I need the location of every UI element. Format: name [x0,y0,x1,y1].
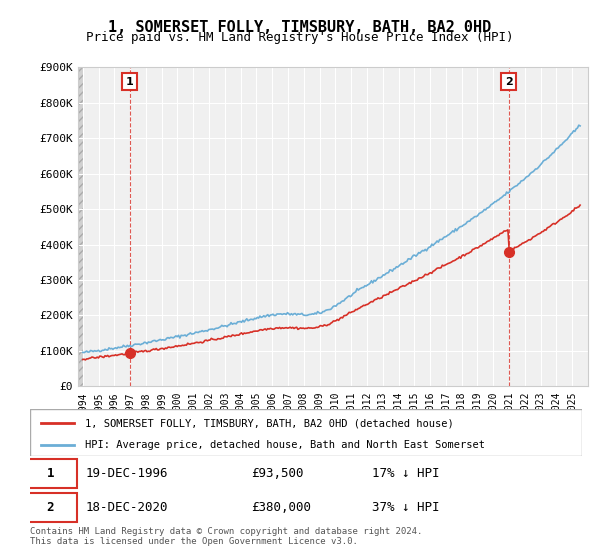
Text: 18-DEC-2020: 18-DEC-2020 [85,501,168,514]
FancyBboxPatch shape [30,409,582,456]
Text: 1, SOMERSET FOLLY, TIMSBURY, BATH, BA2 0HD (detached house): 1, SOMERSET FOLLY, TIMSBURY, BATH, BA2 0… [85,418,454,428]
Text: 1: 1 [47,466,54,479]
Text: 17% ↓ HPI: 17% ↓ HPI [372,466,440,479]
Text: 37% ↓ HPI: 37% ↓ HPI [372,501,440,514]
Text: Contains HM Land Registry data © Crown copyright and database right 2024.
This d: Contains HM Land Registry data © Crown c… [30,526,422,546]
Text: HPI: Average price, detached house, Bath and North East Somerset: HPI: Average price, detached house, Bath… [85,440,485,450]
Text: £93,500: £93,500 [251,466,304,479]
Text: 2: 2 [505,77,512,87]
Text: 2: 2 [47,501,54,514]
FancyBboxPatch shape [25,459,77,488]
FancyBboxPatch shape [25,493,77,522]
Text: Price paid vs. HM Land Registry's House Price Index (HPI): Price paid vs. HM Land Registry's House … [86,31,514,44]
Text: 19-DEC-1996: 19-DEC-1996 [85,466,168,479]
Text: 1, SOMERSET FOLLY, TIMSBURY, BATH, BA2 0HD: 1, SOMERSET FOLLY, TIMSBURY, BATH, BA2 0… [109,20,491,35]
Bar [75,67,83,386]
Text: 1: 1 [126,77,134,87]
Text: £380,000: £380,000 [251,501,311,514]
